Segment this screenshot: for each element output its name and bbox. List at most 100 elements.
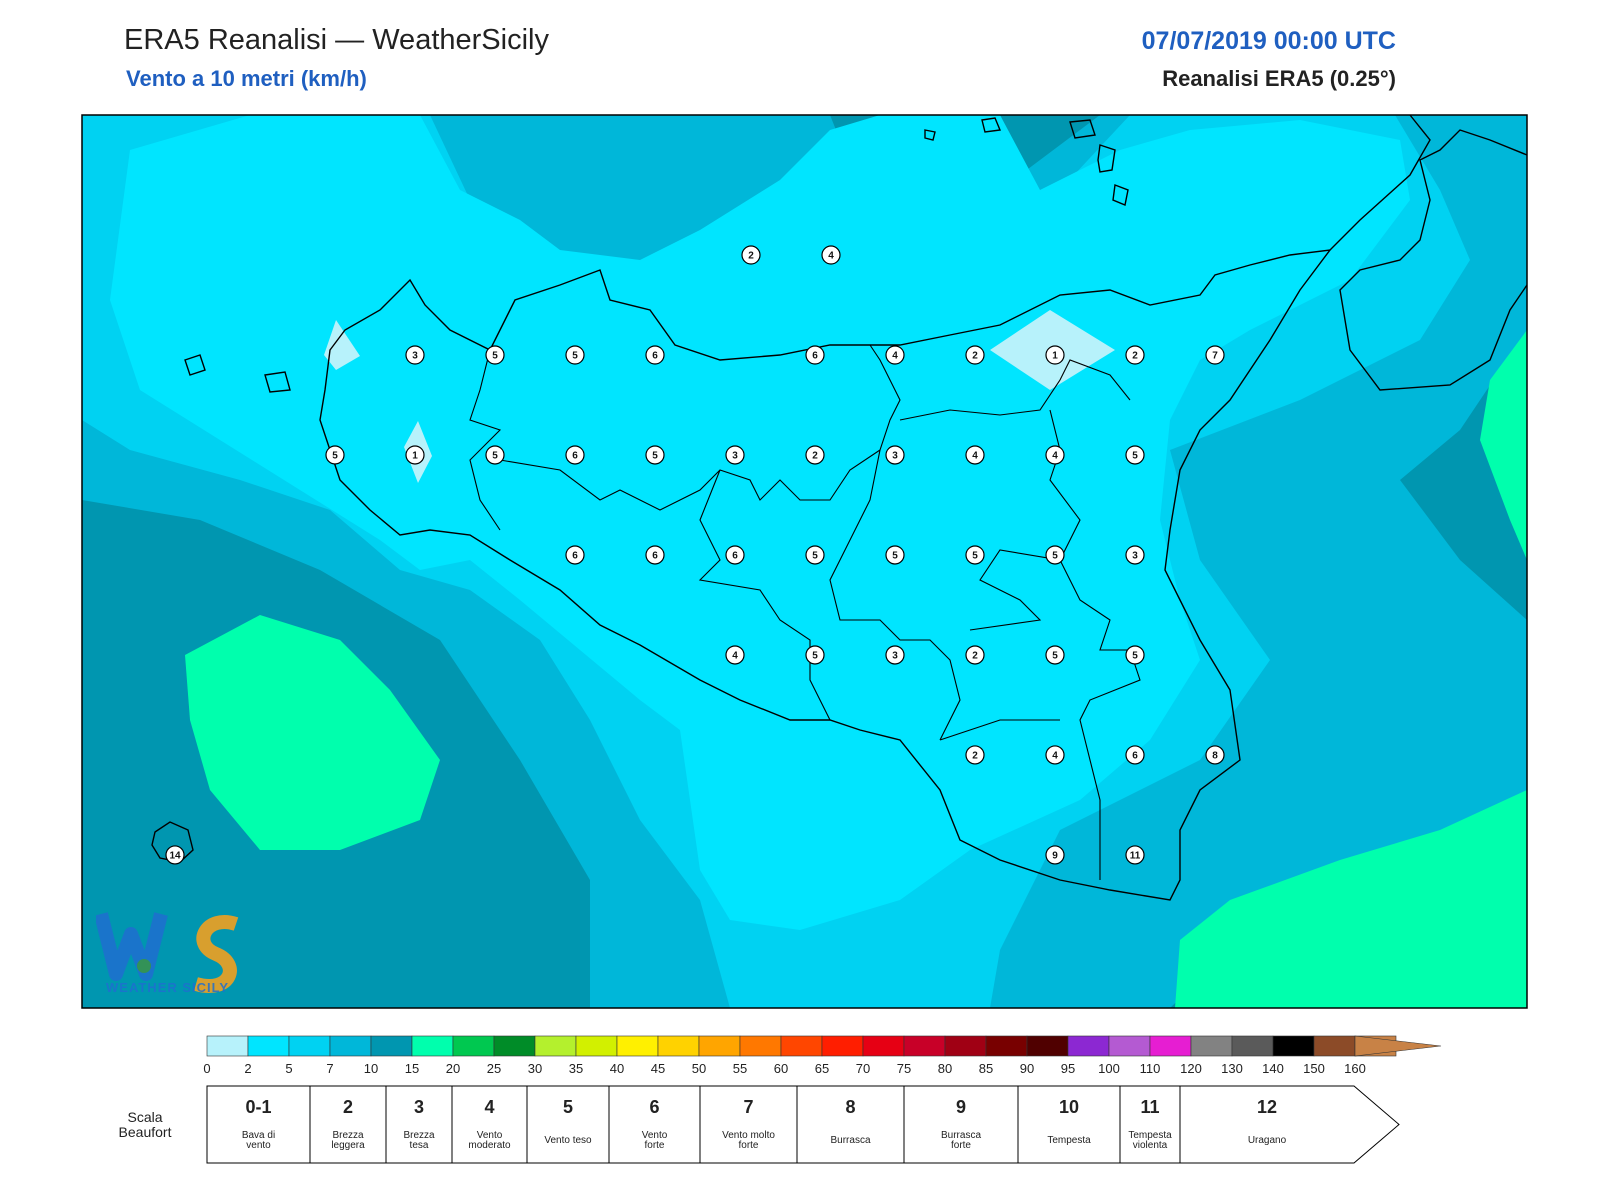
station-value: 3 — [892, 650, 898, 661]
colorbar-tick-label: 100 — [1098, 1061, 1120, 1076]
colorbar-segment — [493, 1035, 536, 1057]
station-marker: 2 — [965, 645, 985, 665]
station-value: 4 — [1052, 750, 1058, 761]
colorbar-tick-label: 25 — [487, 1061, 501, 1076]
station-value: 5 — [1132, 450, 1138, 461]
beaufort-cell: 12 Uragano — [1179, 1085, 1400, 1164]
station-circle — [1045, 445, 1065, 465]
station-circle — [821, 245, 841, 265]
station-circle — [565, 345, 585, 365]
station-circle — [725, 445, 745, 465]
station-marker: 5 — [485, 345, 505, 365]
beaufort-number: 11 — [1140, 1097, 1159, 1117]
colorbar-segment — [1231, 1035, 1274, 1057]
station-value: 2 — [972, 750, 978, 761]
beaufort-cell: 10 Tempesta — [1017, 1085, 1121, 1164]
sicily-coastline — [319, 249, 1332, 901]
station-value: 6 — [1132, 750, 1138, 761]
colorbar-segment — [288, 1035, 331, 1057]
station-value: 4 — [892, 351, 898, 362]
station-circle — [805, 345, 825, 365]
beaufort-number: 2 — [343, 1097, 353, 1117]
beaufort-description: Brezza — [403, 1130, 435, 1141]
station-circle — [741, 245, 761, 265]
colorbar-tick-label: 80 — [938, 1061, 952, 1076]
station-circle — [1045, 745, 1065, 765]
station-marker: 6 — [1125, 745, 1145, 765]
coastline-layer — [151, 114, 1528, 901]
station-circle — [805, 545, 825, 565]
colorbar-segment — [534, 1035, 577, 1057]
station-marker: 5 — [805, 645, 825, 665]
station-value: 4 — [732, 650, 738, 661]
colorbar-tick-label: 140 — [1262, 1061, 1284, 1076]
station-circle — [485, 345, 505, 365]
station-circle — [1125, 845, 1145, 865]
beaufort-number: 8 — [845, 1097, 855, 1117]
beaufort-description: Burrasca — [941, 1130, 981, 1141]
station-marker: 3 — [885, 445, 905, 465]
station-value: 5 — [972, 550, 978, 561]
station-circle — [1205, 345, 1225, 365]
egadi-islands — [184, 354, 291, 393]
station-marker: 5 — [565, 345, 585, 365]
colorbar-tick-label: 90 — [1020, 1061, 1034, 1076]
station-marker: 4 — [1045, 445, 1065, 465]
wind-band-2-5 — [110, 115, 1410, 930]
station-circle — [885, 345, 905, 365]
colorbar-segment — [1067, 1035, 1110, 1057]
station-value: 5 — [1052, 650, 1058, 661]
beaufort-description: Burrasca — [830, 1135, 870, 1146]
station-circle — [965, 745, 985, 765]
beaufort-number: 6 — [649, 1097, 659, 1117]
station-value: 6 — [652, 550, 658, 561]
station-marker: 4 — [725, 645, 745, 665]
station-marker: 8 — [1205, 745, 1225, 765]
station-circle — [1125, 645, 1145, 665]
beaufort-description: Tempesta — [1047, 1135, 1091, 1146]
station-value: 5 — [492, 351, 498, 362]
colorbar-segment — [862, 1035, 905, 1057]
colorbar-tick-label: 70 — [856, 1061, 870, 1076]
station-marker: 11 — [1125, 845, 1145, 865]
beaufort-cell-box — [903, 1085, 1019, 1164]
station-circle — [965, 545, 985, 565]
beaufort-number: 12 — [1257, 1097, 1277, 1117]
station-marker: 3 — [725, 445, 745, 465]
colorbar-arrow — [1354, 1035, 1442, 1057]
station-marker: 2 — [805, 445, 825, 465]
colorbar-tick-label: 95 — [1061, 1061, 1075, 1076]
station-marker: 1 — [1045, 345, 1065, 365]
station-value: 5 — [652, 450, 658, 461]
station-circle — [885, 645, 905, 665]
station-value: 6 — [572, 550, 578, 561]
colorbar-segment — [1026, 1035, 1069, 1057]
beaufort-description: Vento — [642, 1130, 668, 1141]
station-value: 8 — [1212, 750, 1218, 761]
beaufort-description: forte — [951, 1140, 971, 1151]
station-marker: 6 — [565, 445, 585, 465]
station-marker: 3 — [1125, 545, 1145, 565]
station-circle — [885, 445, 905, 465]
station-marker: 3 — [405, 345, 425, 365]
wind-band-15-20 — [1480, 330, 1527, 560]
wind-colorbar: 0 2 5 7 10 15 20 25 30 35 40 45 50 55 60 65 70 75 80 85 90 95… — [203, 1035, 1442, 1076]
station-marker: 5 — [325, 445, 345, 465]
station-marker: 14 — [165, 845, 185, 865]
station-circle — [405, 345, 425, 365]
station-circle — [965, 445, 985, 465]
colorbar-tick-label: 35 — [569, 1061, 583, 1076]
colorbar-tick-label: 2 — [244, 1061, 251, 1076]
colorbar-tick-label: 0 — [203, 1061, 210, 1076]
beaufort-number: 0-1 — [245, 1097, 271, 1117]
station-marker: 3 — [885, 645, 905, 665]
colorbar-segment — [985, 1035, 1028, 1057]
map-source: Reanalisi ERA5 (0.25°) — [1162, 66, 1396, 91]
